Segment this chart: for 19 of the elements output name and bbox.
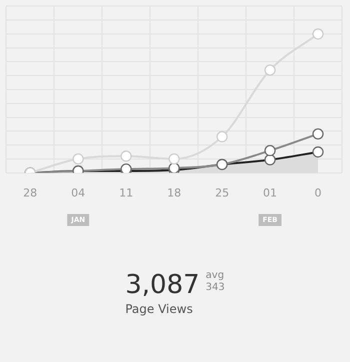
point — [264, 64, 276, 76]
point — [264, 144, 276, 156]
x-tick-label: 0 — [314, 186, 322, 200]
text: avg — [206, 270, 225, 282]
x-tick-label: 28 — [23, 186, 38, 200]
x-tick-label: 04 — [71, 186, 86, 200]
x-tick-label: 11 — [119, 186, 134, 200]
text: Page Views — [125, 302, 194, 316]
point — [312, 28, 324, 40]
text: 3,087 — [125, 270, 200, 300]
point — [120, 150, 132, 162]
x-tick-label: 25 — [215, 186, 230, 200]
point — [216, 131, 228, 142]
point — [72, 153, 84, 165]
point — [168, 153, 180, 165]
x-tick-label: 18 — [167, 186, 182, 200]
x-tick-label: 01 — [263, 186, 278, 200]
text: 343 — [206, 282, 225, 294]
point — [312, 128, 324, 140]
